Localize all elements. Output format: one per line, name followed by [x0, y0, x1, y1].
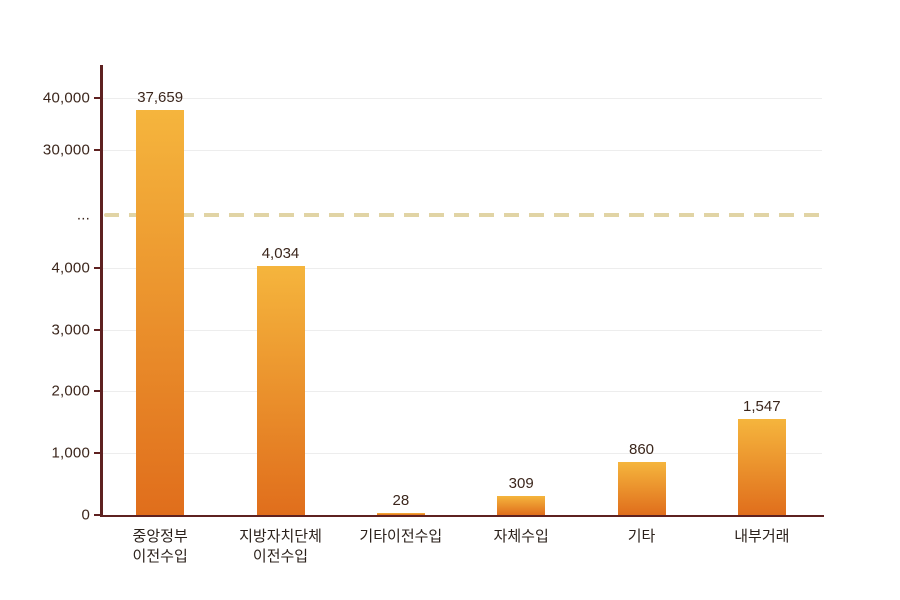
y-tick-mark — [94, 514, 100, 516]
y-tick-label: 30,000 — [42, 141, 90, 159]
gridline — [102, 268, 822, 269]
x-axis-line — [100, 515, 824, 517]
bar — [136, 110, 185, 515]
gridline — [102, 453, 822, 454]
bar — [376, 513, 425, 515]
bar-value-label: 28 — [392, 492, 410, 509]
y-tick-mark — [94, 97, 100, 99]
axis-break-label: ... — [76, 206, 90, 224]
axis-break-line — [104, 213, 822, 217]
y-tick-label: 1,000 — [51, 444, 90, 462]
gridline — [102, 150, 822, 151]
bar — [737, 419, 786, 515]
gridline — [102, 98, 822, 99]
y-axis-line — [100, 65, 103, 517]
category-label: 내부거래 — [734, 528, 790, 545]
y-tick-label: 4,000 — [51, 259, 90, 277]
y-tick-mark — [94, 267, 100, 269]
category-label: 기타 — [627, 528, 656, 545]
bar-value-label: 1,547 — [743, 398, 781, 416]
y-tick-mark — [94, 390, 100, 392]
y-tick-mark — [94, 149, 100, 151]
bar — [256, 265, 305, 515]
category-label: 자체수입 — [493, 528, 549, 545]
bar-value-label: 37,659 — [137, 89, 184, 107]
gridline — [102, 330, 822, 331]
category-label: 중앙정부 이전수입 — [132, 528, 188, 566]
y-tick-mark — [94, 452, 100, 454]
y-tick-label: 0 — [81, 506, 90, 524]
bar-value-label: 4,034 — [261, 244, 300, 262]
bar — [617, 461, 666, 515]
y-tick-label: 40,000 — [42, 89, 90, 107]
bar-value-label: 309 — [508, 474, 534, 492]
y-tick-label: 3,000 — [51, 321, 90, 339]
category-label: 지방자치단체 이전수입 — [239, 528, 322, 566]
gridline — [102, 391, 822, 392]
bar-value-label: 860 — [628, 440, 655, 458]
category-label: 기타이전수입 — [359, 528, 443, 545]
bar — [497, 495, 546, 515]
y-tick-mark — [94, 329, 100, 331]
y-tick-label: 2,000 — [51, 382, 90, 400]
